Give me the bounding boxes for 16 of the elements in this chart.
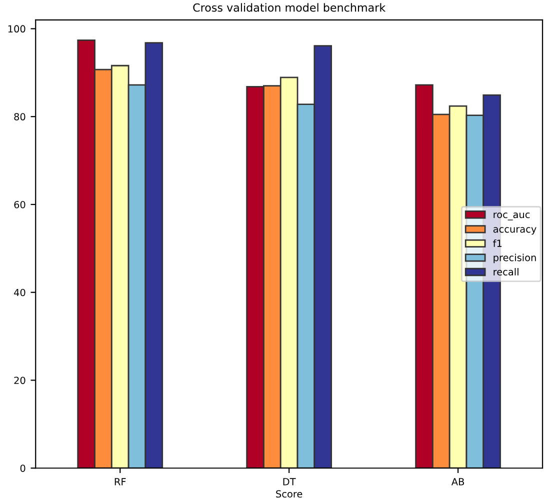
x-tick-label: RF <box>114 478 126 486</box>
y-tick-label: 40 <box>14 288 26 296</box>
x-axis-title: Score <box>276 490 302 498</box>
y-tick-label: 80 <box>14 113 26 120</box>
legend-label: precision <box>494 254 536 264</box>
x-tick-label: DT <box>283 478 296 486</box>
legend-label: roc_auc <box>494 212 530 220</box>
x-tick-label: AB <box>451 478 464 486</box>
legend-label: accuracy <box>493 227 536 235</box>
chart-title: Cross validation model benchmark <box>193 3 386 12</box>
y-tick-label: 60 <box>14 200 26 208</box>
legend-label: f1 <box>493 239 502 247</box>
y-tick-label: 100 <box>8 25 26 33</box>
legend-label: recall <box>494 268 518 276</box>
y-tick-label: 0 <box>20 464 26 472</box>
y-tick-label: 20 <box>14 376 26 384</box>
